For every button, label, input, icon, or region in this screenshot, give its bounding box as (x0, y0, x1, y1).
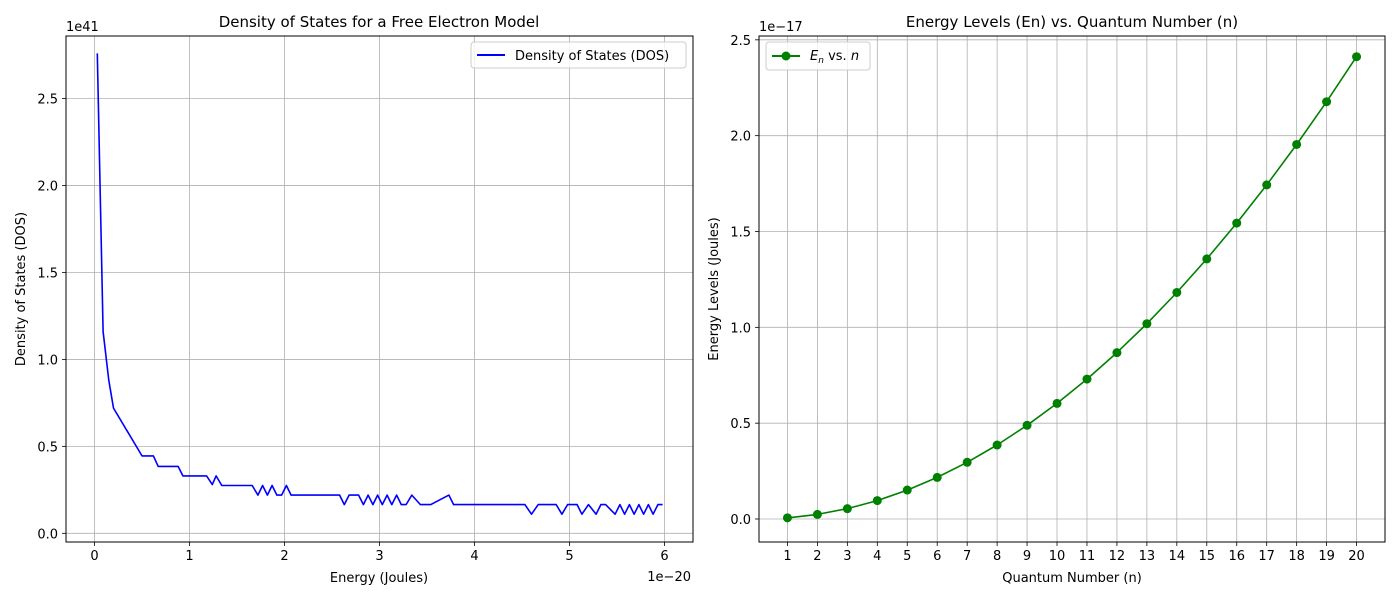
dos-series-line (96, 53, 663, 516)
dos-y-tick-label: 1.5 (37, 266, 58, 281)
energy-data-point (1082, 374, 1092, 384)
energy-data-point (782, 513, 792, 523)
energy-y-tick-label: 2.0 (730, 130, 751, 145)
energy-y-axis-label: Energy Levels (Joules) (707, 217, 722, 360)
energy-x-tick-label: 16 (1228, 549, 1245, 564)
energy-x-tick-label: 3 (843, 549, 851, 564)
energy-grid (759, 36, 1385, 542)
energy-y-offset-text: 1e−17 (759, 20, 803, 35)
dos-x-tick-label: 4 (470, 549, 478, 564)
energy-data-point (1322, 97, 1332, 107)
energy-chart: Energy Levels (En) vs. Quantum Number (n… (707, 13, 1386, 586)
energy-x-tick-label: 10 (1049, 549, 1066, 564)
energy-data-point (812, 509, 822, 519)
energy-data-point (872, 496, 882, 506)
dos-legend: Density of States (DOS) (470, 41, 687, 69)
energy-data-point (1352, 52, 1362, 62)
dos-grid (66, 36, 693, 542)
energy-y-tick-label: 0.5 (730, 417, 751, 432)
energy-x-tick-label: 2 (813, 549, 821, 564)
energy-x-tick-label: 9 (1023, 549, 1031, 564)
energy-data-point (842, 504, 852, 514)
energy-y-tick-label: 1.0 (730, 321, 751, 336)
energy-data-point (932, 472, 942, 482)
energy-x-tick-label: 1 (783, 549, 791, 564)
energy-x-tick-label: 19 (1318, 549, 1335, 564)
dos-y-offset-text: 1e41 (66, 20, 99, 35)
dos-chart: Density of States for a Free Electron Mo… (14, 13, 694, 586)
energy-x-tick-label: 13 (1139, 549, 1156, 564)
energy-y-tick-label: 1.5 (730, 226, 751, 241)
dos-y-tick-label: 0.0 (37, 527, 58, 542)
dos-x-axis: 0 1 2 3 4 5 6 (90, 542, 669, 564)
energy-data-point (1142, 319, 1152, 329)
energy-data-point (1022, 420, 1032, 430)
energy-legend: En vs. n (765, 41, 871, 71)
dos-y-tick-label: 2.0 (37, 180, 58, 195)
energy-y-tick-label: 0.0 (730, 513, 751, 528)
energy-x-tick-label: 11 (1079, 549, 1096, 564)
energy-legend-box (765, 41, 871, 71)
dos-y-tick-label: 1.0 (37, 353, 58, 368)
dos-y-axis: 0.0 0.5 1.0 1.5 2.0 2.5 (37, 93, 66, 542)
energy-x-tick-label: 7 (963, 549, 971, 564)
energy-legend-swatch-marker (781, 51, 791, 61)
dos-x-tick-label: 2 (280, 549, 288, 564)
energy-data-point (992, 440, 1002, 450)
energy-data-point (1052, 398, 1062, 408)
energy-x-axis: 1 2 3 4 5 6 7 8 9 10 11 12 13 14 15 16 17 18 19 20 (783, 542, 1365, 564)
energy-chart-title: Energy Levels (En) vs. Quantum Number (n… (906, 13, 1238, 31)
energy-x-axis-label: Quantum Number (n) (1002, 571, 1142, 586)
energy-data-point (1292, 139, 1302, 149)
energy-x-tick-label: 20 (1348, 549, 1365, 564)
energy-x-tick-label: 12 (1109, 549, 1126, 564)
dos-x-offset-text: 1e−20 (647, 570, 691, 585)
dos-x-tick-label: 1 (185, 549, 193, 564)
energy-data-point (1172, 287, 1182, 297)
energy-y-tick-label: 2.5 (730, 34, 751, 49)
energy-x-tick-label: 15 (1199, 549, 1216, 564)
dos-x-tick-label: 6 (660, 549, 668, 564)
dos-x-axis-label: Energy (Joules) (330, 571, 428, 586)
energy-data-point (962, 457, 972, 467)
dos-y-tick-label: 2.5 (37, 93, 58, 108)
energy-x-tick-label: 8 (993, 549, 1001, 564)
energy-x-tick-label: 17 (1258, 549, 1275, 564)
energy-series-line (787, 56, 1358, 519)
energy-x-tick-label: 6 (933, 549, 941, 564)
energy-x-tick-label: 18 (1288, 549, 1305, 564)
dos-y-tick-label: 0.5 (37, 440, 58, 455)
energy-series-layer (782, 52, 1362, 523)
energy-data-point (1202, 254, 1212, 264)
energy-data-point (902, 485, 912, 495)
energy-x-tick-label: 4 (873, 549, 881, 564)
energy-data-point (1232, 218, 1242, 228)
dos-x-tick-label: 5 (565, 549, 573, 564)
energy-x-tick-label: 14 (1169, 549, 1186, 564)
dos-legend-box (470, 41, 687, 69)
dos-chart-title: Density of States for a Free Electron Mo… (219, 13, 540, 31)
dos-legend-label: Density of States (DOS) (515, 49, 669, 64)
energy-y-axis: 0.0 0.5 1.0 1.5 2.0 2.5 (730, 34, 759, 528)
energy-legend-label: En vs. n (810, 49, 859, 66)
dos-x-tick-label: 3 (375, 549, 383, 564)
dos-series-layer (96, 53, 663, 516)
energy-x-tick-label: 5 (903, 549, 911, 564)
dos-y-axis-label: Density of States (DOS) (14, 212, 29, 366)
dos-x-tick-label: 0 (90, 549, 98, 564)
energy-data-point (1262, 180, 1272, 190)
energy-plot-frame (758, 35, 1386, 543)
energy-data-point (1112, 348, 1122, 358)
